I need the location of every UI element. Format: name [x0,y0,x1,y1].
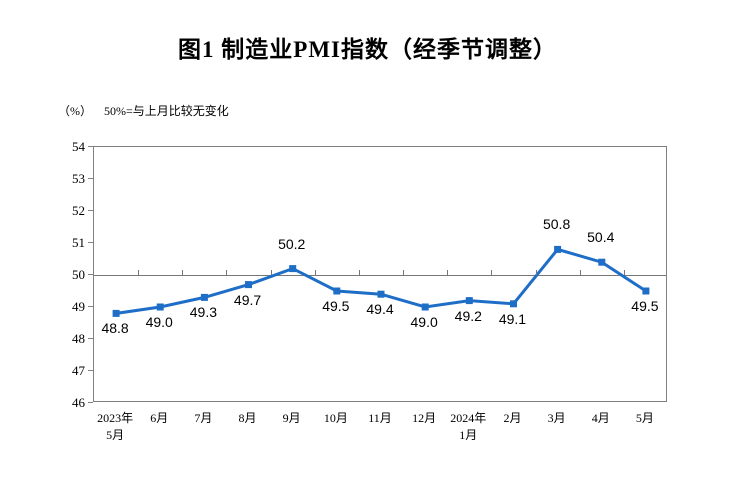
x-tick-mark [624,270,625,275]
y-tick-mark [88,370,93,371]
x-category-label: 2023年 5月 [97,411,134,442]
x-category-label: 7月 [194,411,213,425]
data-point-marker [289,265,297,273]
x-category-label: 2月 [503,411,522,425]
data-point-marker [510,300,517,308]
data-value-label: 48.8 [101,320,129,337]
x-category-label: 5月 [635,411,654,425]
data-point-marker [554,245,562,253]
y-tick-label: 54 [72,138,85,154]
pmi-line-series [112,245,650,317]
data-value-label: 49.0 [145,314,173,330]
x-category-label: 4月 [591,411,610,425]
y-tick-label: 49 [72,298,85,314]
data-point-marker [598,258,606,266]
y-tick-label: 52 [72,202,85,218]
y-tick-mark [88,178,93,179]
x-tick-mark [403,270,404,275]
data-value-label: 49.4 [366,301,394,318]
x-tick-mark [580,270,581,275]
data-value-label: 50.8 [542,216,571,233]
x-tick-mark [226,270,227,275]
data-point-marker [245,281,252,289]
x-category-label: 9月 [282,411,301,425]
y-tick-mark [88,274,93,275]
x-category-label: 11月 [368,411,392,425]
y-axis-unit-label: （%） [58,104,92,118]
y-tick-label: 47 [72,362,85,378]
x-category-label: 8月 [238,411,257,425]
data-value-label: 49.1 [498,310,527,327]
data-value-label: 49.0 [410,314,438,330]
x-tick-mark [182,270,183,275]
data-point-marker [377,290,385,298]
data-value-label: 49.5 [322,298,350,314]
data-point-marker [421,303,429,311]
data-value-label: 49.5 [631,298,659,314]
data-point-marker [333,287,341,295]
plot-area [93,146,667,402]
y-tick-label: 48 [72,330,85,346]
x-tick-mark [271,270,272,275]
x-category-label: 6月 [150,411,169,425]
data-point-marker [112,309,120,317]
x-category-label: 2024年 1月 [450,411,487,442]
y-tick-mark [88,402,93,403]
x-tick-mark [447,270,448,275]
data-value-label: 50.4 [587,229,615,246]
x-tick-mark [359,270,360,275]
x-tick-mark [315,270,316,275]
data-value-label: 49.2 [454,307,482,324]
y-tick-mark [88,210,93,211]
reference-line-50 [94,275,666,276]
data-value-label: 49.7 [233,291,262,308]
x-tick-mark [138,270,139,275]
y-tick-label: 51 [72,234,85,250]
x-tick-mark [491,270,492,275]
y-tick-mark [88,242,93,243]
data-point-marker [465,297,473,305]
y-tick-label: 53 [72,170,85,186]
chart-title: 图1 制造业PMI指数（经季节调整） [178,37,557,62]
data-value-label: 50.2 [278,235,306,252]
reference-note: 50%=与上月比较无变化 [104,104,229,118]
data-point-marker [156,303,164,311]
x-category-label: 3月 [547,411,566,425]
x-tick-mark [536,270,537,275]
y-tick-label: 50 [72,266,85,282]
data-point-marker [200,293,208,301]
y-tick-mark [88,146,93,147]
axis-subtitle: （%） 50%=与上月比较无变化 [58,102,229,119]
y-tick-mark [88,306,93,307]
y-tick-label: 46 [72,394,85,410]
y-tick-mark [88,338,93,339]
x-category-label: 12月 [412,411,437,425]
x-category-label: 10月 [323,411,348,425]
data-point-marker [642,287,650,295]
data-value-label: 49.3 [189,304,217,321]
